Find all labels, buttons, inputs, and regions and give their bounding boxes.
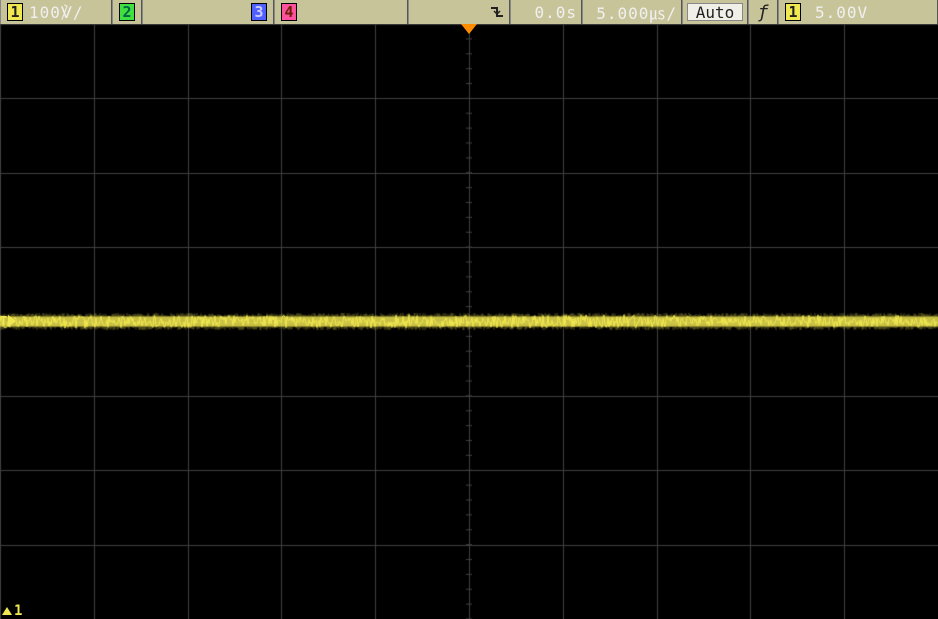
top-status-bar: 1 100℣/ 2 3 4 0.0s 5.000㎲/ Auto ƒ 1 5.00… [0,0,938,24]
bottom-marker-label: 1 [14,603,22,619]
trigger-mode-segment[interactable]: Auto [682,0,748,24]
delay-segment[interactable]: 0.0s [510,0,582,24]
channel-2-segment[interactable]: 2 [112,0,142,24]
channel-1-segment[interactable]: 1 100℣/ [0,0,112,24]
ground-marker-label: T [0,314,7,328]
trigger-level-value: 5.00V [815,3,868,22]
trigger-edge-segment[interactable] [408,0,510,24]
delay-value: 0.0s [534,3,577,22]
channel-1-badge: 1 [7,3,23,21]
trigger-position-marker[interactable] [461,24,477,34]
trigger-channel-badge: 1 [785,3,801,21]
up-arrow-icon [2,607,12,615]
channel-3-segment[interactable]: 3 [142,0,274,24]
timebase-segment[interactable]: 5.000㎲/ [582,0,682,24]
falling-edge-icon [489,4,505,20]
channel-2-badge: 2 [119,3,135,21]
slope-symbol: ƒ [758,2,769,23]
waveform-display[interactable] [0,24,938,619]
channel-4-segment[interactable]: 4 [274,0,408,24]
channel-1-ground-marker[interactable]: T [0,314,16,328]
channel-1-bottom-marker: 1 [2,603,22,619]
timebase-value: 5.000㎲/ [596,0,677,24]
ground-marker-arrow-icon [8,315,16,327]
channel-3-badge: 3 [251,3,267,21]
channel-4-badge: 4 [281,3,297,21]
trigger-mode-value: Auto [687,3,743,21]
channel-1-vdiv: 100℣/ [29,3,83,22]
trigger-level-segment[interactable]: 1 5.00V [778,0,938,24]
trigger-slope-segment[interactable]: ƒ [748,0,778,24]
